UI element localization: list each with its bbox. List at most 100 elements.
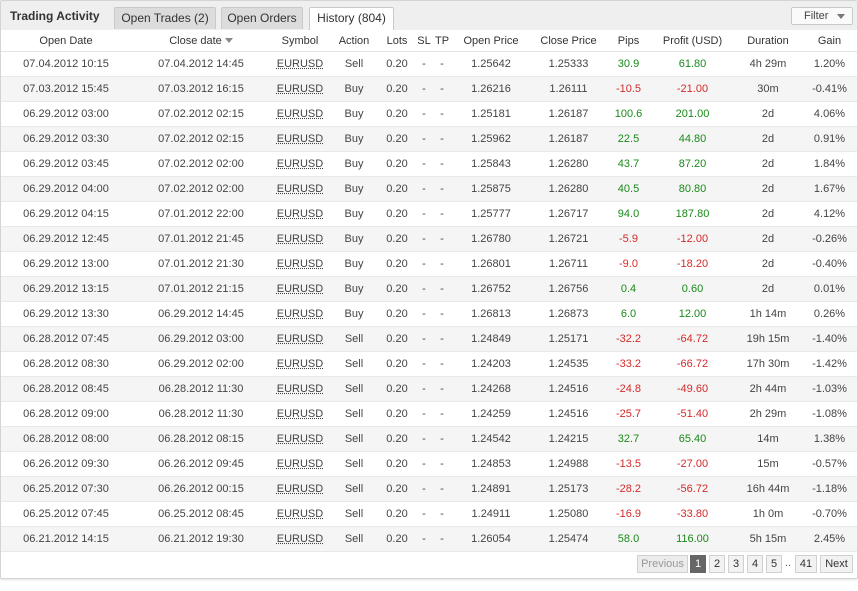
cell-symbol[interactable]: EURUSD bbox=[271, 176, 329, 202]
table-row[interactable]: 06.28.2012 08:45 06.28.2012 11:30 EURUSD Se… bbox=[1, 376, 857, 402]
cell-duration: 2d bbox=[734, 126, 802, 152]
col-gain[interactable]: Gain bbox=[802, 30, 857, 52]
cell-gain: 0.01% bbox=[802, 276, 857, 302]
cell-symbol[interactable]: EURUSD bbox=[271, 101, 329, 127]
table-row[interactable]: 07.04.2012 10:15 07.04.2012 14:45 EURUSD Se… bbox=[1, 51, 857, 77]
cell-symbol[interactable]: EURUSD bbox=[271, 326, 329, 352]
cell-action: Sell bbox=[329, 501, 379, 527]
cell-symbol[interactable]: EURUSD bbox=[271, 301, 329, 327]
cell-profit: -18.20 bbox=[651, 251, 734, 277]
col-sl[interactable]: SL bbox=[415, 30, 433, 52]
col-pips[interactable]: Pips bbox=[606, 30, 651, 52]
table-row[interactable]: 06.29.2012 04:00 07.02.2012 02:00 EURUSD Bu… bbox=[1, 176, 857, 202]
cell-close-price: 1.25171 bbox=[531, 326, 606, 352]
cell-symbol[interactable]: EURUSD bbox=[271, 451, 329, 477]
cell-action: Sell bbox=[329, 51, 379, 77]
cell-lots: 0.20 bbox=[379, 101, 415, 127]
table-row[interactable]: 06.29.2012 04:15 07.01.2012 22:00 EURUSD Bu… bbox=[1, 201, 857, 227]
col-close-price[interactable]: Close Price bbox=[531, 30, 606, 52]
filter-dropdown[interactable]: Filter bbox=[791, 7, 853, 25]
table-row[interactable]: 06.29.2012 03:30 07.02.2012 02:15 EURUSD Bu… bbox=[1, 126, 857, 152]
cell-sl: - bbox=[415, 326, 433, 352]
cell-open-date: 06.25.2012 07:45 bbox=[1, 501, 131, 527]
cell-symbol[interactable]: EURUSD bbox=[271, 526, 329, 552]
cell-close-price: 1.25474 bbox=[531, 526, 606, 552]
table-row[interactable]: 06.28.2012 08:30 06.29.2012 02:00 EURUSD Se… bbox=[1, 351, 857, 377]
table-row[interactable]: 06.28.2012 08:00 06.28.2012 08:15 EURUSD Se… bbox=[1, 426, 857, 452]
col-close-date[interactable]: Close date bbox=[131, 30, 271, 52]
cell-sl: - bbox=[415, 101, 433, 127]
cell-tp: - bbox=[433, 326, 451, 352]
cell-symbol[interactable]: EURUSD bbox=[271, 126, 329, 152]
cell-symbol[interactable]: EURUSD bbox=[271, 76, 329, 102]
cell-close-price: 1.26756 bbox=[531, 276, 606, 302]
cell-pips: 0.4 bbox=[606, 276, 651, 302]
table-row[interactable]: 06.29.2012 13:30 06.29.2012 14:45 EURUSD Bu… bbox=[1, 301, 857, 327]
cell-action: Buy bbox=[329, 201, 379, 227]
page-1-button[interactable]: 1 bbox=[690, 555, 706, 573]
col-duration[interactable]: Duration bbox=[734, 30, 802, 52]
cell-close-date: 07.01.2012 21:45 bbox=[131, 226, 271, 252]
cell-close-price: 1.25333 bbox=[531, 51, 606, 77]
table-row[interactable]: 06.29.2012 12:45 07.01.2012 21:45 EURUSD Bu… bbox=[1, 226, 857, 252]
cell-pips: 40.5 bbox=[606, 176, 651, 202]
cell-open-date: 06.29.2012 03:45 bbox=[1, 151, 131, 177]
col-tp[interactable]: TP bbox=[433, 30, 451, 52]
cell-symbol[interactable]: EURUSD bbox=[271, 276, 329, 302]
cell-symbol[interactable]: EURUSD bbox=[271, 501, 329, 527]
page-5-button[interactable]: 5 bbox=[766, 555, 782, 573]
table-row[interactable]: 06.29.2012 03:00 07.02.2012 02:15 EURUSD Bu… bbox=[1, 101, 857, 127]
cell-symbol[interactable]: EURUSD bbox=[271, 426, 329, 452]
cell-symbol[interactable]: EURUSD bbox=[271, 201, 329, 227]
table-row[interactable]: 06.28.2012 09:00 06.28.2012 11:30 EURUSD Se… bbox=[1, 401, 857, 427]
cell-pips: -28.2 bbox=[606, 476, 651, 502]
table-row[interactable]: 06.28.2012 07:45 06.29.2012 03:00 EURUSD Se… bbox=[1, 326, 857, 352]
cell-gain: -1.03% bbox=[802, 376, 857, 402]
tab-open-orders[interactable]: Open Orders bbox=[221, 7, 303, 29]
col-symbol[interactable]: Symbol bbox=[271, 30, 329, 52]
cell-lots: 0.20 bbox=[379, 401, 415, 427]
cell-symbol[interactable]: EURUSD bbox=[271, 351, 329, 377]
cell-open-price: 1.26752 bbox=[451, 276, 531, 302]
previous-button[interactable]: Previous bbox=[637, 555, 688, 573]
cell-close-date: 06.28.2012 11:30 bbox=[131, 401, 271, 427]
table-row[interactable]: 07.03.2012 15:45 07.03.2012 16:15 EURUSD Bu… bbox=[1, 76, 857, 102]
cell-close-date: 07.02.2012 02:00 bbox=[131, 151, 271, 177]
cell-symbol[interactable]: EURUSD bbox=[271, 476, 329, 502]
table-row[interactable]: 06.21.2012 14:15 06.21.2012 19:30 EURUSD Se… bbox=[1, 526, 857, 552]
next-button[interactable]: Next bbox=[820, 555, 853, 573]
page-2-button[interactable]: 2 bbox=[709, 555, 725, 573]
col-action[interactable]: Action bbox=[329, 30, 379, 52]
table-row[interactable]: 06.25.2012 07:45 06.25.2012 08:45 EURUSD Se… bbox=[1, 501, 857, 527]
table-row[interactable]: 06.26.2012 09:30 06.26.2012 09:45 EURUSD Se… bbox=[1, 451, 857, 477]
cell-gain: -1.40% bbox=[802, 326, 857, 352]
table-row[interactable]: 06.29.2012 13:15 07.01.2012 21:15 EURUSD Bu… bbox=[1, 276, 857, 302]
col-profit[interactable]: Profit (USD) bbox=[651, 30, 734, 52]
page-4-button[interactable]: 4 bbox=[747, 555, 763, 573]
cell-open-price: 1.25875 bbox=[451, 176, 531, 202]
table-row[interactable]: 06.29.2012 03:45 07.02.2012 02:00 EURUSD Bu… bbox=[1, 151, 857, 177]
cell-symbol[interactable]: EURUSD bbox=[271, 51, 329, 77]
cell-pips: 58.0 bbox=[606, 526, 651, 552]
cell-symbol[interactable]: EURUSD bbox=[271, 401, 329, 427]
tab-history[interactable]: History (804) bbox=[309, 7, 394, 31]
col-open-price[interactable]: Open Price bbox=[451, 30, 531, 52]
cell-symbol[interactable]: EURUSD bbox=[271, 376, 329, 402]
cell-gain: -1.08% bbox=[802, 401, 857, 427]
cell-symbol[interactable]: EURUSD bbox=[271, 251, 329, 277]
tab-open-trades[interactable]: Open Trades (2) bbox=[114, 7, 216, 29]
col-lots[interactable]: Lots bbox=[379, 30, 415, 52]
table-row[interactable]: 06.29.2012 13:00 07.01.2012 21:30 EURUSD Bu… bbox=[1, 251, 857, 277]
page-last-button[interactable]: 41 bbox=[795, 555, 817, 573]
cell-symbol[interactable]: EURUSD bbox=[271, 226, 329, 252]
col-open-date[interactable]: Open Date bbox=[1, 30, 131, 52]
cell-action: Buy bbox=[329, 176, 379, 202]
cell-sl: - bbox=[415, 526, 433, 552]
table-row[interactable]: 06.25.2012 07:30 06.26.2012 00:15 EURUSD Se… bbox=[1, 476, 857, 502]
page-3-button[interactable]: 3 bbox=[728, 555, 744, 573]
cell-close-date: 07.02.2012 02:15 bbox=[131, 126, 271, 152]
cell-symbol[interactable]: EURUSD bbox=[271, 151, 329, 177]
cell-tp: - bbox=[433, 126, 451, 152]
cell-profit: 80.80 bbox=[651, 176, 734, 202]
cell-close-date: 06.29.2012 14:45 bbox=[131, 301, 271, 327]
